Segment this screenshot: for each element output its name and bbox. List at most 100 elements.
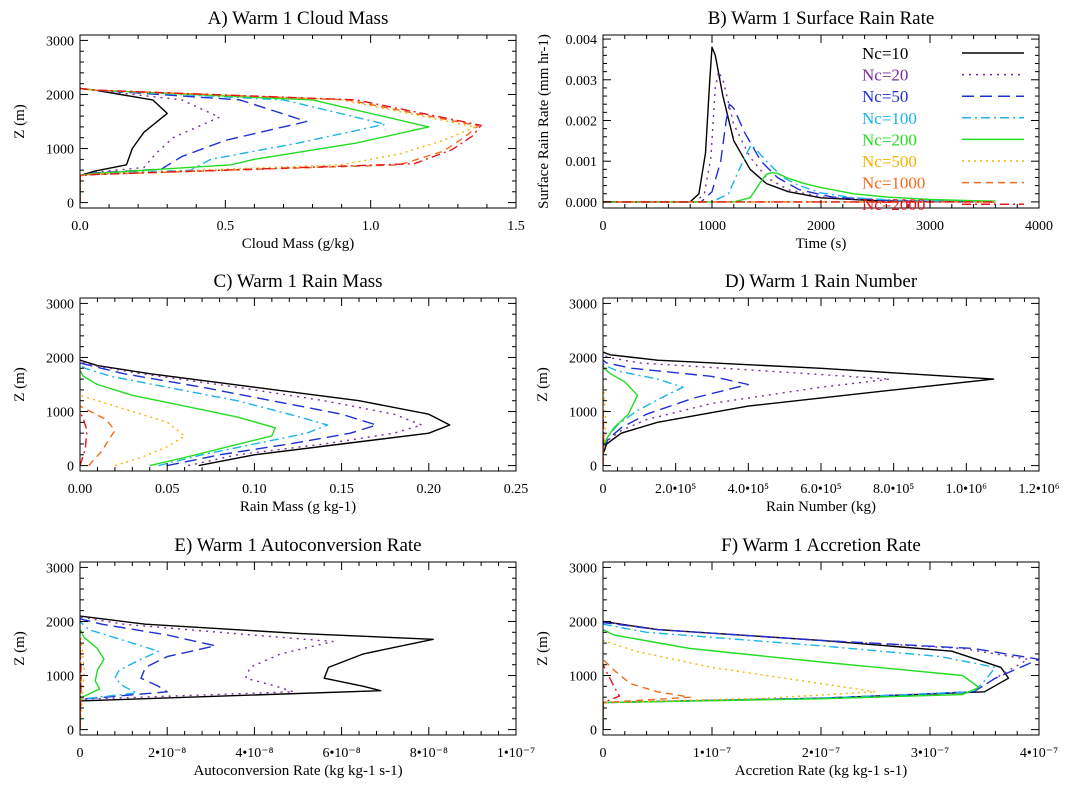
legend-label: Nc=100 bbox=[862, 109, 917, 128]
y-tick-label: 2000 bbox=[46, 88, 74, 103]
x-tick-label: 4000 bbox=[1025, 219, 1053, 234]
y-axis-label: Surface Rain Rate (mm hr-1) bbox=[536, 34, 552, 209]
x-axis-label: Autoconversion Rate (kg kg-1 s-1) bbox=[193, 763, 402, 779]
x-tick-label: 3•10⁻⁷ bbox=[911, 746, 949, 761]
legend-item: Nc=1000 bbox=[862, 174, 1024, 193]
series-line-nc-10 bbox=[603, 351, 995, 456]
y-axis-label: Z (m) bbox=[12, 631, 28, 666]
series-group bbox=[603, 351, 995, 466]
series-line-nc-200 bbox=[80, 629, 105, 730]
x-axis-label: Rain Mass (g kg-1) bbox=[240, 499, 356, 515]
y-tick-label: 1000 bbox=[569, 406, 597, 421]
series-line-nc-50 bbox=[603, 359, 749, 450]
x-tick-label: 1•10⁻⁷ bbox=[693, 746, 731, 761]
legend-label: Nc=200 bbox=[862, 130, 917, 149]
legend-item: Nc=500 bbox=[862, 152, 1024, 171]
legend-item: Nc=10 bbox=[862, 44, 1024, 63]
chart-title: A) Warm 1 Cloud Mass bbox=[208, 8, 389, 29]
x-tick-label: 4.0•10⁵ bbox=[728, 482, 769, 497]
y-tick-label: 2000 bbox=[569, 615, 597, 630]
series-line-nc-1000 bbox=[80, 87, 479, 203]
series-line-nc-500 bbox=[80, 394, 186, 467]
y-axis-label: Z (m) bbox=[12, 367, 28, 402]
x-tick-label: 1•10⁻⁷ bbox=[497, 746, 535, 761]
x-axis-label: Rain Number (kg) bbox=[766, 499, 876, 515]
x-tick-label: 0.20 bbox=[417, 482, 442, 497]
series-line-nc-50 bbox=[80, 618, 216, 730]
y-axis-label: Z (m) bbox=[535, 631, 551, 666]
series-line-nc-100 bbox=[603, 623, 997, 730]
x-tick-label: 0.15 bbox=[329, 482, 354, 497]
series-line-nc-50 bbox=[80, 87, 308, 203]
plot-frame bbox=[79, 297, 517, 472]
y-tick-label: 0.001 bbox=[566, 155, 598, 170]
y-tick-label: 3000 bbox=[46, 561, 74, 576]
series-line-nc-200 bbox=[603, 628, 980, 730]
series-line-nc-500 bbox=[603, 639, 877, 730]
series-line-nc-10 bbox=[80, 615, 434, 730]
x-tick-label: 8•10⁻⁸ bbox=[410, 746, 448, 761]
chart-panel-4: D) Warm 1 Rain Number Rain Number (kg) Z (… bbox=[535, 271, 1060, 515]
series-group bbox=[80, 359, 451, 467]
x-tick-label: 0 bbox=[600, 746, 607, 761]
x-tick-label: 0 bbox=[600, 219, 607, 234]
y-tick-label: 0 bbox=[67, 460, 74, 475]
x-tick-label: 1.2•10⁶ bbox=[1018, 482, 1059, 497]
legend-item: Nc=50 bbox=[862, 87, 1024, 106]
chart-panel-3: C) Warm 1 Rain Mass Rain Mass (g kg-1) Z (… bbox=[12, 271, 528, 515]
y-tick-label: 0 bbox=[590, 460, 597, 475]
series-line-nc-50 bbox=[603, 621, 1039, 730]
y-tick-label: 3000 bbox=[46, 34, 74, 49]
y-tick-label: 1000 bbox=[46, 406, 74, 421]
y-tick-label: 3000 bbox=[569, 561, 597, 576]
series-line-nc-20 bbox=[80, 361, 423, 467]
plot-frame bbox=[79, 34, 517, 209]
x-tick-label: 6•10⁻⁸ bbox=[323, 746, 361, 761]
series-line-nc-10 bbox=[80, 359, 451, 467]
plot-frame bbox=[602, 297, 1040, 472]
series-line-nc-1000 bbox=[80, 405, 116, 467]
x-tick-label: 1000 bbox=[698, 219, 726, 234]
chart-title: D) Warm 1 Rain Number bbox=[725, 271, 918, 292]
series-line-nc-100 bbox=[603, 144, 996, 203]
chart-panel-2: B) Warm 1 Surface Rain Rate Time (s) Surfa… bbox=[536, 8, 1053, 252]
y-tick-label: 0 bbox=[67, 724, 74, 739]
chart-title: B) Warm 1 Surface Rain Rate bbox=[708, 8, 935, 29]
plot-frame bbox=[602, 561, 1040, 736]
y-axis-label: Z (m) bbox=[535, 367, 551, 402]
series-line-nc-100 bbox=[80, 620, 160, 730]
x-tick-label: 0 bbox=[77, 746, 84, 761]
y-tick-label: 3000 bbox=[46, 297, 74, 312]
legend-label: Nc=2000 bbox=[862, 195, 925, 214]
series-line-nc-2000 bbox=[80, 411, 88, 466]
series-line-nc-200 bbox=[603, 171, 996, 203]
chart-title: C) Warm 1 Rain Mass bbox=[213, 271, 382, 292]
legend-label: Nc=500 bbox=[862, 152, 917, 171]
series-line-nc-200 bbox=[603, 365, 639, 447]
y-tick-label: 2000 bbox=[46, 351, 74, 366]
y-tick-label: 0.003 bbox=[566, 74, 598, 89]
x-tick-label: 0.10 bbox=[242, 482, 267, 497]
plot-frame bbox=[602, 34, 1040, 209]
series-line-nc-2000 bbox=[80, 87, 482, 203]
x-tick-label: 0.0 bbox=[71, 219, 89, 234]
x-tick-label: 0.5 bbox=[217, 219, 235, 234]
legend: Nc=10 Nc=20 Nc=50 Nc=100 Nc=200 Nc=500 Nc=1000… bbox=[862, 44, 1024, 214]
x-tick-label: 2•10⁻⁷ bbox=[802, 746, 840, 761]
x-tick-label: 0.00 bbox=[68, 482, 93, 497]
x-tick-label: 2.0•10⁵ bbox=[655, 482, 696, 497]
legend-item: Nc=200 bbox=[862, 130, 1024, 149]
x-tick-label: 2000 bbox=[807, 219, 835, 234]
series-group bbox=[80, 87, 482, 203]
series-line-nc-10 bbox=[603, 46, 996, 203]
series-group bbox=[80, 615, 434, 730]
series-line-nc-200 bbox=[80, 370, 276, 467]
y-tick-label: 1000 bbox=[46, 143, 74, 158]
y-tick-label: 3000 bbox=[569, 297, 597, 312]
y-tick-label: 0.000 bbox=[566, 196, 598, 211]
x-tick-label: 8.0•10⁵ bbox=[873, 482, 914, 497]
y-tick-label: 1000 bbox=[569, 670, 597, 685]
series-line-nc-50 bbox=[603, 103, 996, 203]
series-line-nc-50 bbox=[80, 362, 378, 467]
